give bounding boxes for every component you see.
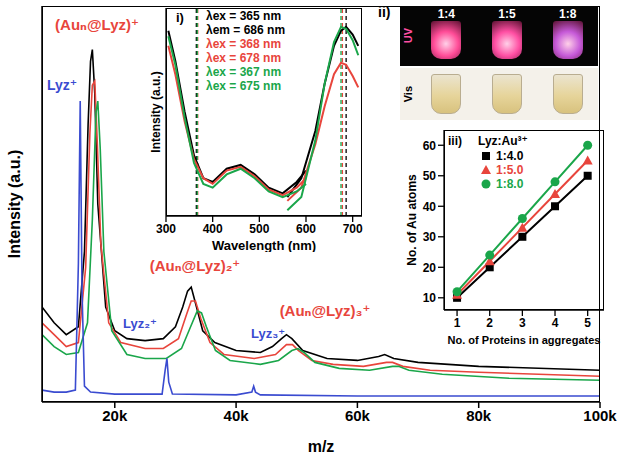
svg-text:600: 600 bbox=[296, 222, 316, 236]
svg-text:No. of Au atoms: No. of Au atoms bbox=[405, 174, 419, 266]
svg-text:40k: 40k bbox=[224, 407, 250, 424]
svg-text:(Auₙ@Lyz)₃⁺: (Auₙ@Lyz)₃⁺ bbox=[280, 302, 371, 319]
svg-text:10: 10 bbox=[423, 291, 437, 305]
html-text:UV: UV bbox=[402, 28, 414, 44]
svg-text:iii): iii) bbox=[448, 134, 462, 148]
svg-text:No. of Proteins in aggregates: No. of Proteins in aggregates bbox=[448, 334, 601, 346]
html-text:Vis: Vis bbox=[402, 85, 414, 103]
svg-text:1:5.0: 1:5.0 bbox=[496, 163, 524, 177]
svg-text:50: 50 bbox=[423, 169, 437, 183]
svg-text:Wavelength (nm): Wavelength (nm) bbox=[212, 238, 316, 252]
svg-text:Lyz₂⁺: Lyz₂⁺ bbox=[123, 316, 157, 331]
svg-text:4: 4 bbox=[552, 316, 559, 330]
svg-text:400: 400 bbox=[203, 222, 223, 236]
svg-text:300: 300 bbox=[156, 222, 176, 236]
html-text:1:8: 1:8 bbox=[559, 7, 577, 21]
svg-text:Intensity (a.u.): Intensity (a.u.) bbox=[6, 150, 23, 258]
svg-text:λex = 678 nm: λex = 678 nm bbox=[206, 51, 281, 65]
svg-text:λex = 368 nm: λex = 368 nm bbox=[206, 37, 281, 51]
svg-text:m/z: m/z bbox=[308, 438, 335, 455]
svg-text:20: 20 bbox=[423, 261, 437, 275]
svg-text:5: 5 bbox=[584, 316, 591, 330]
svg-text:λem = 686 nm: λem = 686 nm bbox=[206, 23, 285, 37]
svg-text:1: 1 bbox=[454, 316, 461, 330]
svg-text:Lyz₃⁺: Lyz₃⁺ bbox=[251, 326, 285, 341]
svg-text:60k: 60k bbox=[345, 407, 371, 424]
svg-text:700: 700 bbox=[343, 222, 363, 236]
svg-text:100k: 100k bbox=[583, 407, 617, 424]
html-text:ii): ii) bbox=[378, 4, 391, 20]
svg-text:2: 2 bbox=[486, 316, 493, 330]
html-text:1:4: 1:4 bbox=[437, 7, 455, 21]
svg-text:Lyz⁺: Lyz⁺ bbox=[47, 77, 77, 93]
svg-text:20k: 20k bbox=[102, 407, 128, 424]
svg-text:1:8.0: 1:8.0 bbox=[496, 177, 524, 191]
svg-text:40: 40 bbox=[423, 200, 437, 214]
svg-text:Lyz:Au³⁺: Lyz:Au³⁺ bbox=[478, 134, 528, 148]
svg-text:30: 30 bbox=[423, 230, 437, 244]
svg-text:1:4.0: 1:4.0 bbox=[496, 149, 524, 163]
svg-text:λex = 365 nm: λex = 365 nm bbox=[206, 9, 281, 23]
svg-text:λex = 367 nm: λex = 367 nm bbox=[206, 65, 281, 79]
svg-text:500: 500 bbox=[249, 222, 269, 236]
svg-text:i): i) bbox=[176, 10, 184, 25]
svg-text:80k: 80k bbox=[466, 407, 492, 424]
svg-text:60: 60 bbox=[423, 139, 437, 153]
svg-text:(Auₙ@Lyz)₂⁺: (Auₙ@Lyz)₂⁺ bbox=[150, 257, 240, 274]
svg-text:Intensity (a.u.): Intensity (a.u.) bbox=[149, 71, 163, 152]
html-text:1:5: 1:5 bbox=[498, 7, 516, 21]
svg-text:(Auₙ@Lyz)⁺: (Auₙ@Lyz)⁺ bbox=[55, 16, 139, 33]
svg-text:3: 3 bbox=[519, 316, 526, 330]
svg-text:λex = 675 nm: λex = 675 nm bbox=[206, 79, 281, 93]
